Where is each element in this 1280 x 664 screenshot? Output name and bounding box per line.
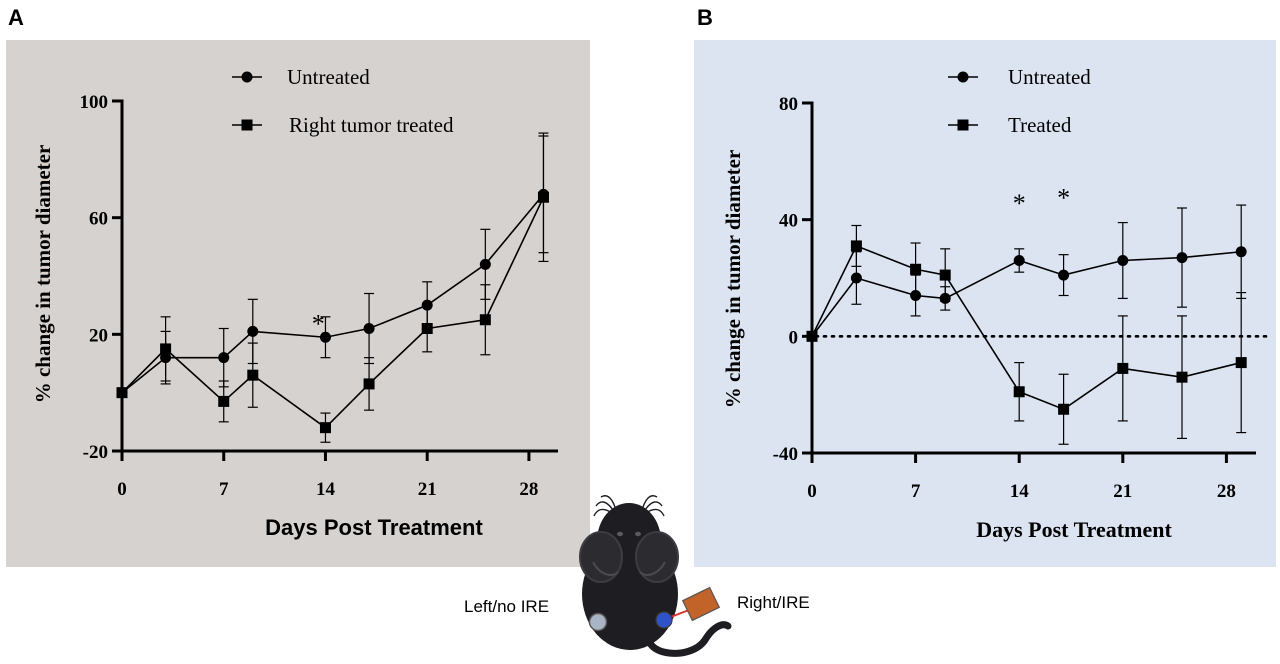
data-point-square	[1013, 386, 1025, 398]
data-point-circle	[1058, 269, 1070, 281]
panel-a-axes	[112, 99, 558, 461]
y-tick-label: -20	[83, 442, 108, 463]
panel-b-x-axis-title: Days Post Treatment	[976, 517, 1172, 542]
legend-label-untreated: Untreated	[1008, 65, 1091, 89]
panel-a-chart: 0 7 14 21 28 -20 20 60 100 Days Post Treatment %…	[31, 65, 558, 540]
mouse-right-ear	[635, 531, 679, 583]
panel-b-letter: B	[697, 5, 713, 30]
mouse-left-ear	[579, 531, 623, 583]
data-point-square	[319, 422, 331, 434]
x-tick-label: 28	[1217, 481, 1236, 502]
data-point-square	[1058, 403, 1070, 415]
left-tumor	[588, 612, 608, 632]
legend-label-untreated: Untreated	[287, 65, 370, 89]
x-tick-label: 7	[219, 479, 229, 500]
data-point-square	[537, 191, 549, 203]
data-point-circle	[218, 352, 230, 364]
y-tick-label: 0	[789, 327, 799, 348]
data-point-square	[247, 369, 259, 381]
data-point-square	[910, 263, 922, 275]
y-tick-label: 60	[89, 209, 108, 230]
panel-a-y-axis-title: % change in tumor diameter	[31, 145, 55, 404]
x-tick-label: 14	[1010, 481, 1030, 502]
data-point-square	[1235, 357, 1247, 369]
data-point-square	[1117, 362, 1129, 374]
data-point-square	[479, 314, 491, 326]
panel-a-tick-labels: 0 7 14 21 28 -20 20 60 100	[80, 92, 539, 500]
data-point-square	[850, 240, 862, 252]
mouse-ear-crease	[592, 561, 619, 576]
data-point-circle	[1235, 246, 1247, 258]
panel-b-markers	[806, 240, 1247, 415]
panel-b-legend: Untreated Treated	[948, 65, 1091, 137]
y-tick-label: 100	[80, 92, 109, 113]
y-tick-label: 40	[779, 211, 798, 232]
legend-circle-marker-icon	[957, 71, 969, 83]
panel-a-x-axis-title: Days Post Treatment	[265, 515, 483, 540]
x-tick-label: 28	[519, 479, 538, 500]
data-point-square	[218, 395, 230, 407]
data-point-circle	[939, 292, 951, 304]
x-tick-label: 14	[316, 479, 336, 500]
data-point-circle	[319, 331, 331, 343]
x-tick-label: 21	[1113, 481, 1132, 502]
panel-a-legend: Untreated Right tumor treated	[232, 65, 454, 137]
data-point-circle	[363, 323, 375, 334]
mouse-eye	[617, 531, 623, 537]
data-point-square	[939, 269, 951, 281]
significance-asterisk: *	[1013, 189, 1026, 218]
y-tick-label: -40	[773, 444, 798, 465]
data-point-square	[421, 323, 433, 334]
x-tick-label: 21	[418, 479, 437, 500]
legend-square-marker-icon	[957, 119, 969, 131]
panel-b-y-axis-title: % change in tumor diameter	[721, 150, 745, 409]
panel-a-letter: A	[8, 5, 24, 30]
panel-b-chart: 0 7 14 21 28 -40 0 40 80 Days Post Treatment % c…	[721, 65, 1274, 542]
left-no-ire-label: Left/no IRE	[464, 597, 549, 616]
mouse-ear-crease	[639, 561, 666, 576]
significance-asterisk: *	[312, 310, 325, 339]
panel-b-axes	[802, 101, 1256, 463]
data-point-circle	[1117, 255, 1129, 266]
legend-square-marker-icon	[241, 119, 253, 131]
data-point-circle	[247, 325, 259, 337]
data-point-square	[1176, 371, 1188, 383]
legend-label-right-tumor-treated: Right tumor treated	[289, 113, 454, 137]
mouse-tail	[645, 621, 732, 657]
legend-label-treated: Treated	[1008, 113, 1072, 137]
data-point-circle	[160, 352, 172, 364]
panel-b-background	[694, 40, 1276, 567]
y-tick-label: 80	[779, 94, 798, 115]
ire-electrode	[681, 586, 721, 622]
x-tick-label: 0	[117, 479, 127, 500]
data-point-circle	[421, 299, 433, 311]
data-point-circle	[910, 290, 922, 301]
significance-asterisk: *	[1057, 183, 1070, 212]
data-point-square	[160, 343, 172, 355]
x-tick-label: 7	[911, 481, 921, 502]
data-point-circle	[1013, 255, 1025, 266]
data-point-circle	[1176, 252, 1188, 264]
legend-circle-marker-icon	[241, 71, 253, 83]
mouse-eye	[635, 531, 641, 537]
x-tick-label: 0	[807, 481, 817, 502]
panel-b-tick-labels: 0 7 14 21 28 -40 0 40 80	[773, 94, 1236, 502]
data-point-circle	[479, 258, 491, 270]
mouse-diagram: Left/no IRE Right/IRE	[464, 495, 810, 657]
right-tumor	[655, 611, 673, 629]
right-ire-label: Right/IRE	[737, 593, 810, 612]
y-tick-label: 20	[89, 325, 108, 346]
data-point-square	[363, 378, 375, 390]
mouse-whiskers	[593, 495, 665, 517]
data-point-circle	[850, 272, 862, 284]
